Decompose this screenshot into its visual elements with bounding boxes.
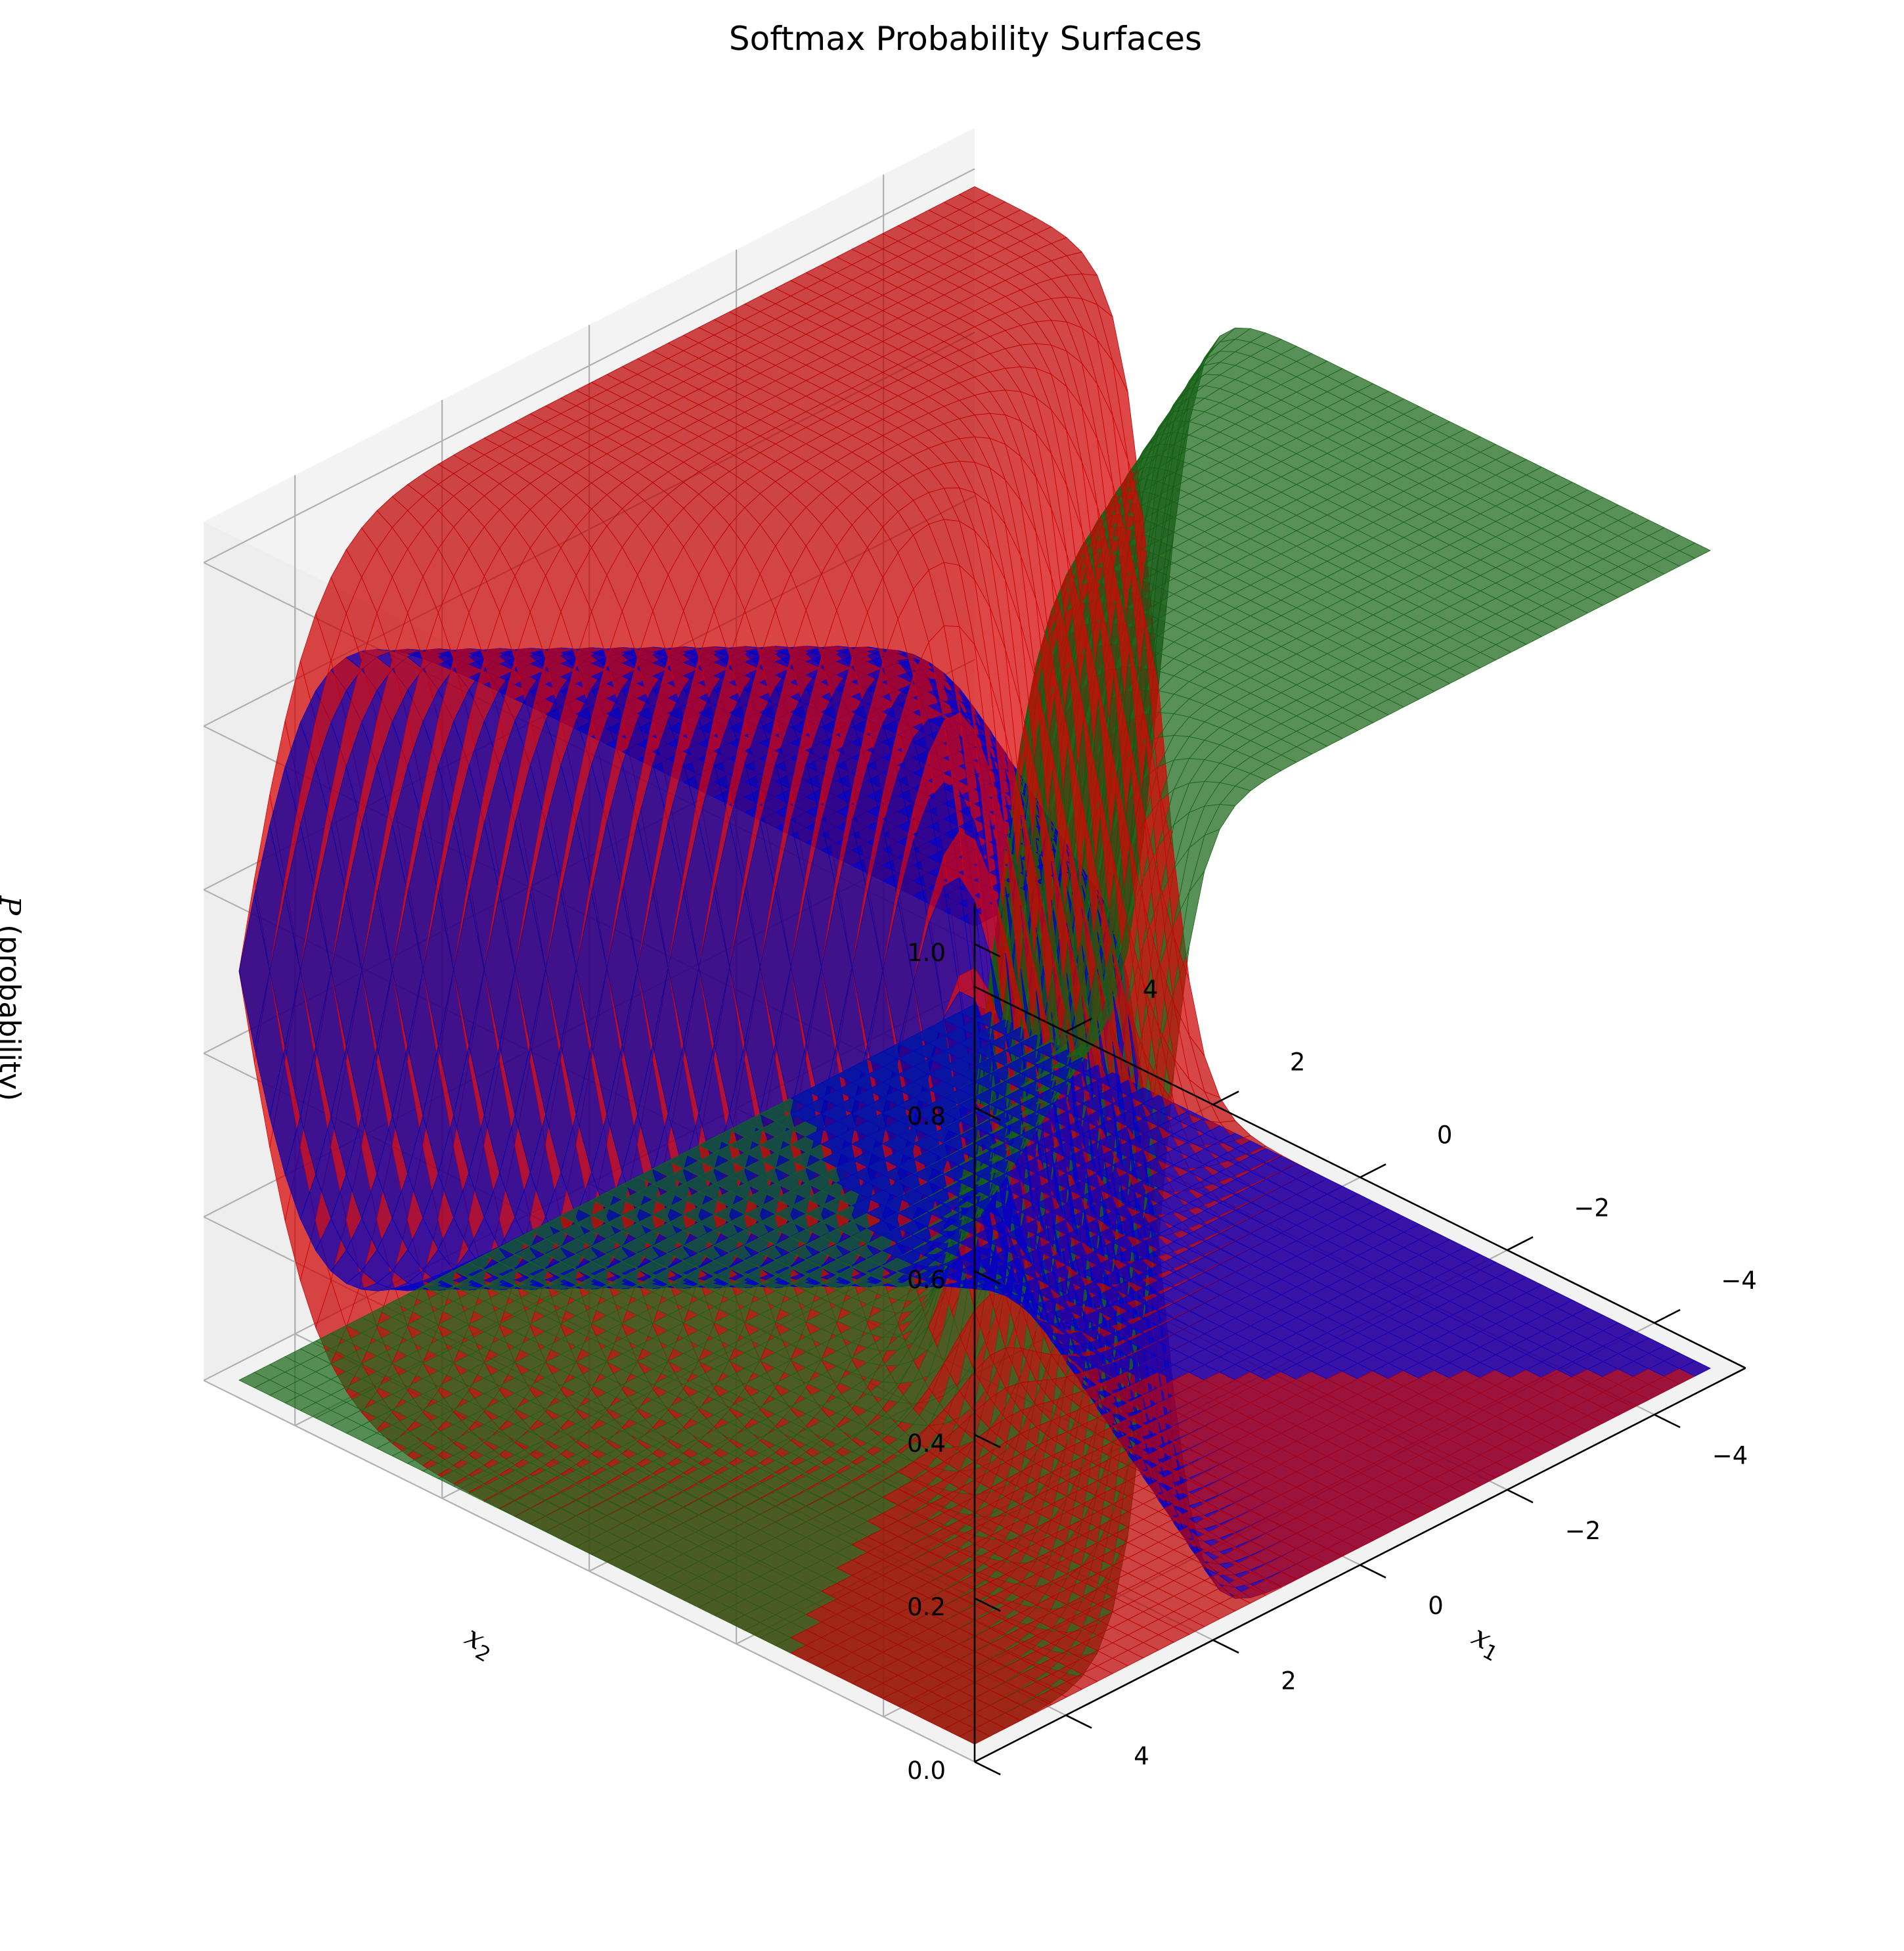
wall-gridline-z	[203, 1379, 975, 1763]
chart-title: Softmax Probability Surfaces	[729, 20, 1202, 58]
wall-gridline-z	[203, 168, 975, 564]
surfaces	[238, 186, 1711, 1745]
